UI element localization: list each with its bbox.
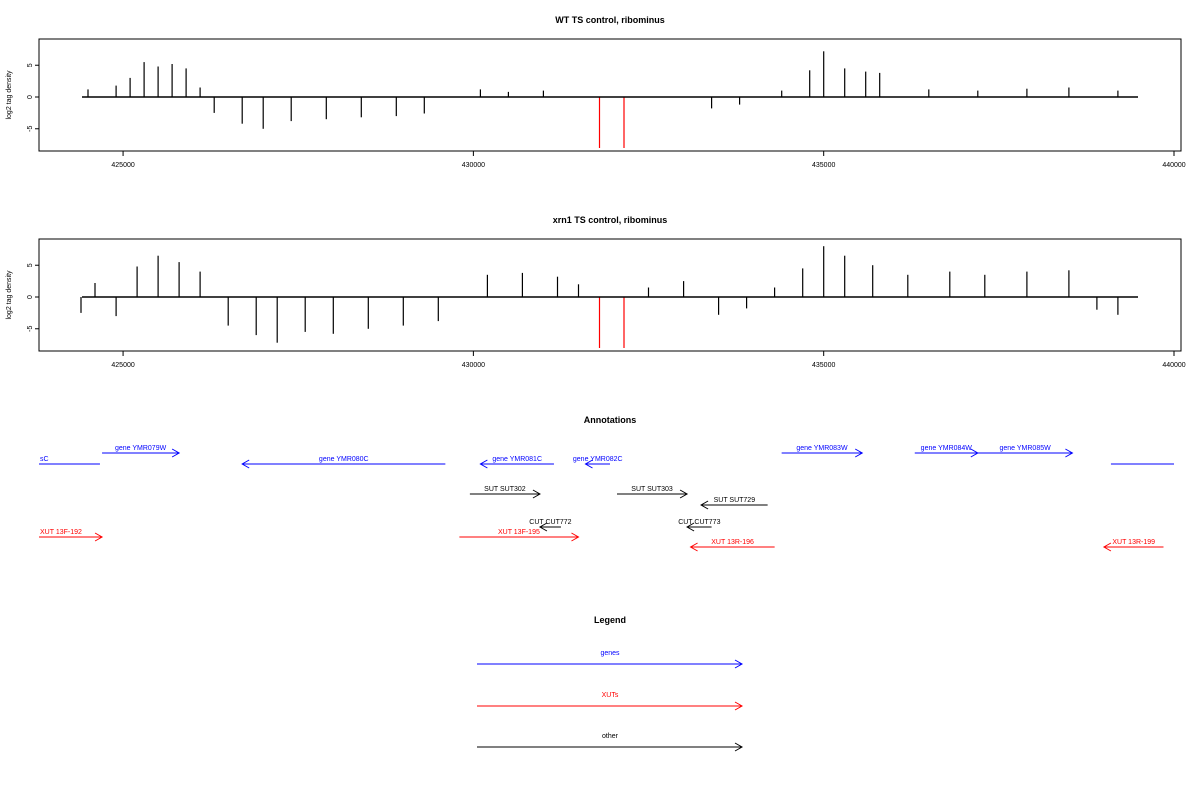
arrowhead-right (171, 448, 181, 458)
annotations-panel: Annotations sC gene YMR079W gene YMR080C ge… (39, 415, 1174, 552)
x-tick-label: 440000 (1162, 362, 1185, 369)
arrowhead-right (94, 532, 104, 542)
y-axis: 5 0 -5 (27, 263, 39, 332)
feature-label: gene YMR085W (999, 445, 1051, 452)
feature-label: XUT 13R-199 (1112, 539, 1155, 546)
x-tick-label: 435000 (812, 162, 835, 169)
feature-label: XUT 13R-196 (711, 539, 754, 546)
legend-label: other (602, 733, 619, 740)
arrowhead-right (1065, 448, 1074, 458)
arrowhead-left (686, 522, 695, 532)
annotation-feature: gene YMR083W (781, 445, 864, 458)
y-tick-label: 5 (27, 63, 34, 67)
annotation-feature: gene YMR081C (479, 456, 554, 469)
track-panel-xrn1: xrn1 TS control, ribominus log2 tag dens… (6, 215, 1186, 369)
annotation-feature: sC (39, 456, 100, 465)
x-tick-label: 440000 (1162, 162, 1185, 169)
y-axis-label: log2 tag density (6, 270, 13, 320)
arrowhead-right (679, 489, 689, 499)
feature-label: CUT CUT772 (529, 519, 571, 526)
y-tick-label: -5 (27, 326, 34, 332)
arrowhead-left (584, 459, 593, 469)
arrowhead-right (734, 701, 744, 711)
y-tick-label: 0 (27, 95, 34, 99)
arrowhead-right (532, 489, 541, 499)
legend-panel: Legend genes XUTs other (477, 615, 744, 752)
annotation-feature: XUT 13R-199 (1102, 539, 1164, 552)
y-tick-label: -5 (27, 126, 34, 132)
annotation-feature: SUT SUT302 (469, 486, 541, 499)
track-panel-wt: WT TS control, ribominus log2 tag densit… (6, 15, 1186, 169)
y-tick-label: 5 (27, 263, 34, 267)
annotations-title: Annotations (584, 415, 637, 425)
panel-title: WT TS control, ribominus (555, 15, 665, 25)
feature-label: XUT 13F-192 (40, 529, 82, 536)
x-tick-label: 435000 (812, 362, 835, 369)
arrowhead-right (571, 532, 580, 542)
legend-item: XUTs (477, 692, 744, 711)
annotation-feature: CUT CUT772 (529, 519, 572, 532)
y-axis: 5 0 -5 (27, 63, 39, 132)
panel-title: xrn1 TS control, ribominus (553, 215, 668, 225)
marker-lines (598, 297, 625, 348)
feature-label: XUT 13F-195 (498, 529, 540, 536)
arrowhead-left (689, 542, 698, 552)
legend-items: genes XUTs other (477, 650, 744, 752)
feature-label: sC (40, 456, 49, 463)
feature-label: SUT SUT302 (484, 486, 526, 493)
arrowhead-left (1102, 542, 1112, 552)
marker-lines (598, 97, 625, 148)
feature-label: gene YMR080C (319, 456, 369, 463)
arrowhead-left (700, 500, 709, 510)
x-tick-label: 425000 (111, 362, 134, 369)
feature-label: gene YMR082C (573, 456, 623, 463)
x-tick-label: 430000 (462, 362, 485, 369)
legend-label: genes (600, 650, 620, 657)
feature-label: SUT SUT729 (714, 497, 756, 504)
arrowhead-right (734, 659, 744, 669)
arrowhead-left (479, 459, 488, 469)
arrowhead-left (241, 459, 250, 469)
annotation-feature: CUT CUT773 (678, 519, 721, 532)
feature-label: SUT SUT303 (631, 486, 673, 493)
feature-label: gene YMR079W (115, 445, 167, 452)
feature-label: gene YMR084W (921, 445, 973, 452)
x-axis: 425000 430000 435000 440000 (111, 150, 1186, 169)
arrowhead-left (538, 522, 548, 532)
x-axis: 425000 430000 435000 440000 (111, 350, 1186, 369)
annotation-feature: gene YMR079W (102, 445, 181, 458)
legend-label: XUTs (602, 692, 619, 699)
annotation-feature: XUT 13F-192 (39, 529, 104, 542)
annotation-features: sC gene YMR079W gene YMR080C gene YMR081C ge… (39, 445, 1174, 552)
feature-label: gene YMR081C (492, 456, 542, 463)
legend-title: Legend (594, 615, 626, 625)
arrowhead-right (734, 742, 744, 752)
annotation-feature: XUT 13F-195 (459, 529, 580, 542)
annotation-feature: gene YMR085W (977, 445, 1074, 458)
annotation-feature: SUT SUT303 (617, 486, 689, 499)
y-tick-label: 0 (27, 295, 34, 299)
feature-label: gene YMR083W (796, 445, 848, 452)
arrowhead-right (854, 448, 864, 458)
legend-item: other (477, 733, 744, 752)
y-axis-label: log2 tag density (6, 70, 13, 120)
bar-series (80, 246, 1119, 343)
annotation-feature: gene YMR082C (573, 456, 623, 469)
x-tick-label: 430000 (462, 162, 485, 169)
annotation-feature: gene YMR080C (241, 456, 446, 469)
x-tick-label: 425000 (111, 162, 134, 169)
legend-item: genes (477, 650, 744, 669)
feature-label: CUT CUT773 (678, 519, 720, 526)
bar-series (87, 51, 1119, 129)
annotation-feature: XUT 13R-196 (689, 539, 775, 552)
annotation-feature: SUT SUT729 (700, 497, 768, 510)
